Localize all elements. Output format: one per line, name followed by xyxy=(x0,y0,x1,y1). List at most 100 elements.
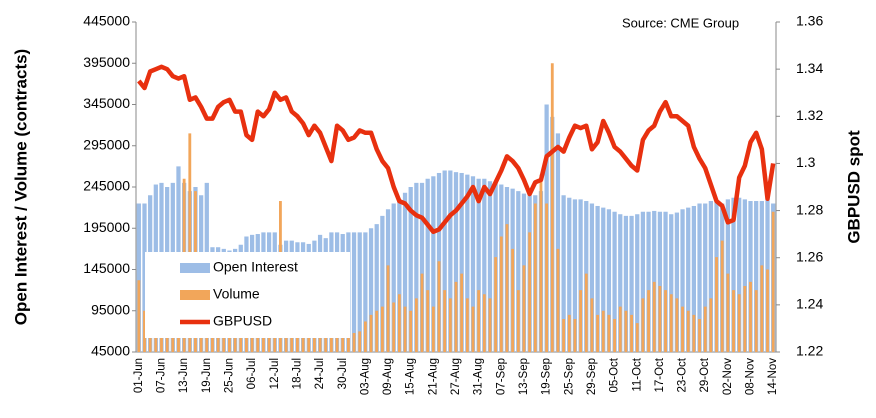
y2-tick-label: 1.28 xyxy=(796,201,823,217)
x-tick-label: 23-Oct xyxy=(677,357,689,392)
x-tick-label: 19-Sep xyxy=(541,358,553,395)
bar xyxy=(629,215,634,352)
y-tick-label: 195000 xyxy=(83,219,130,235)
bar xyxy=(630,314,633,352)
x-tick-label: 18-Jul xyxy=(291,358,303,389)
bar xyxy=(357,232,362,352)
x-tick-label: 02-Nov xyxy=(722,358,734,395)
bar xyxy=(511,248,515,352)
bar xyxy=(188,133,192,352)
bar xyxy=(459,172,464,352)
bar xyxy=(335,331,339,352)
bar xyxy=(273,327,277,352)
x-tick-label: 29-Sep xyxy=(586,358,598,395)
bar xyxy=(555,133,561,352)
bar xyxy=(363,232,368,352)
bar xyxy=(211,327,214,352)
bar xyxy=(477,290,481,352)
x-tick-label: 12-Jul xyxy=(269,358,281,389)
bar xyxy=(425,178,430,352)
x-tick-label: 03-Aug xyxy=(359,358,371,395)
bar xyxy=(222,331,226,352)
bar xyxy=(749,281,752,352)
bar xyxy=(612,211,617,352)
bar xyxy=(771,211,775,352)
x-tick-label: 31-Aug xyxy=(473,358,485,395)
bar xyxy=(646,211,651,352)
y-tick-label: 295000 xyxy=(83,136,130,152)
bar xyxy=(545,203,549,352)
y-axis-label: Open Interest / Volume (contracts) xyxy=(11,49,30,325)
bar xyxy=(386,265,390,352)
x-tick-label: 19-Jun xyxy=(201,358,213,393)
line xyxy=(137,64,776,235)
bar xyxy=(136,203,141,352)
bar xyxy=(431,306,435,352)
bar xyxy=(296,331,299,352)
bar xyxy=(754,201,759,352)
bar xyxy=(216,331,220,352)
bar xyxy=(731,197,736,352)
legend-swatch xyxy=(180,263,210,273)
bar xyxy=(760,265,764,352)
bar xyxy=(601,207,606,352)
bar xyxy=(663,211,668,352)
x-tick-label: 25-Sep xyxy=(563,358,575,395)
x-tick-label: 13-Sep xyxy=(518,358,530,395)
bar xyxy=(623,215,629,352)
bar xyxy=(737,197,742,352)
bar xyxy=(465,174,470,352)
bar xyxy=(635,214,640,352)
x-tick-label: 14-Nov xyxy=(767,358,779,395)
bar xyxy=(589,203,595,352)
bar xyxy=(516,290,520,352)
legend-box xyxy=(145,252,350,338)
bar xyxy=(539,174,543,352)
bar xyxy=(647,290,650,352)
bar xyxy=(397,294,401,352)
bar xyxy=(375,310,379,352)
bar xyxy=(414,182,419,352)
bar xyxy=(595,205,600,352)
y-tick-label: 95000 xyxy=(91,301,130,317)
bar xyxy=(499,236,503,352)
x-tick-label: 24-Jul xyxy=(314,358,326,389)
bar xyxy=(358,331,362,352)
x-tick-label: 09-Aug xyxy=(382,358,394,395)
y2-tick-label: 1.36 xyxy=(796,13,823,29)
bar xyxy=(675,298,679,352)
bar xyxy=(686,310,690,352)
x-tick-label: 06-Jul xyxy=(246,358,258,389)
bar xyxy=(142,203,147,352)
bar xyxy=(732,290,735,352)
y2-tick-label: 1.3 xyxy=(796,154,816,170)
x-tick-label: 30-Jul xyxy=(337,358,349,389)
bar xyxy=(742,199,747,352)
bar xyxy=(143,310,146,352)
bar xyxy=(419,182,425,352)
bar xyxy=(402,192,408,352)
bar xyxy=(743,286,747,352)
bar xyxy=(380,215,385,352)
bar xyxy=(368,228,374,352)
bar xyxy=(596,314,600,352)
bar xyxy=(516,191,521,352)
bar xyxy=(556,248,560,352)
x-tick-label: 05-Oct xyxy=(609,357,621,392)
bar xyxy=(470,176,476,352)
bar xyxy=(766,269,769,352)
bar xyxy=(720,240,724,352)
bar xyxy=(652,281,656,352)
bar xyxy=(487,181,493,352)
bar xyxy=(754,290,758,352)
bar xyxy=(426,290,430,352)
bar xyxy=(442,170,447,352)
bar xyxy=(443,290,447,352)
bar xyxy=(562,319,566,352)
bar xyxy=(691,205,696,352)
bar xyxy=(590,298,594,352)
bar xyxy=(403,306,407,352)
bar xyxy=(448,170,453,352)
bar xyxy=(572,199,578,352)
bar xyxy=(748,201,753,352)
